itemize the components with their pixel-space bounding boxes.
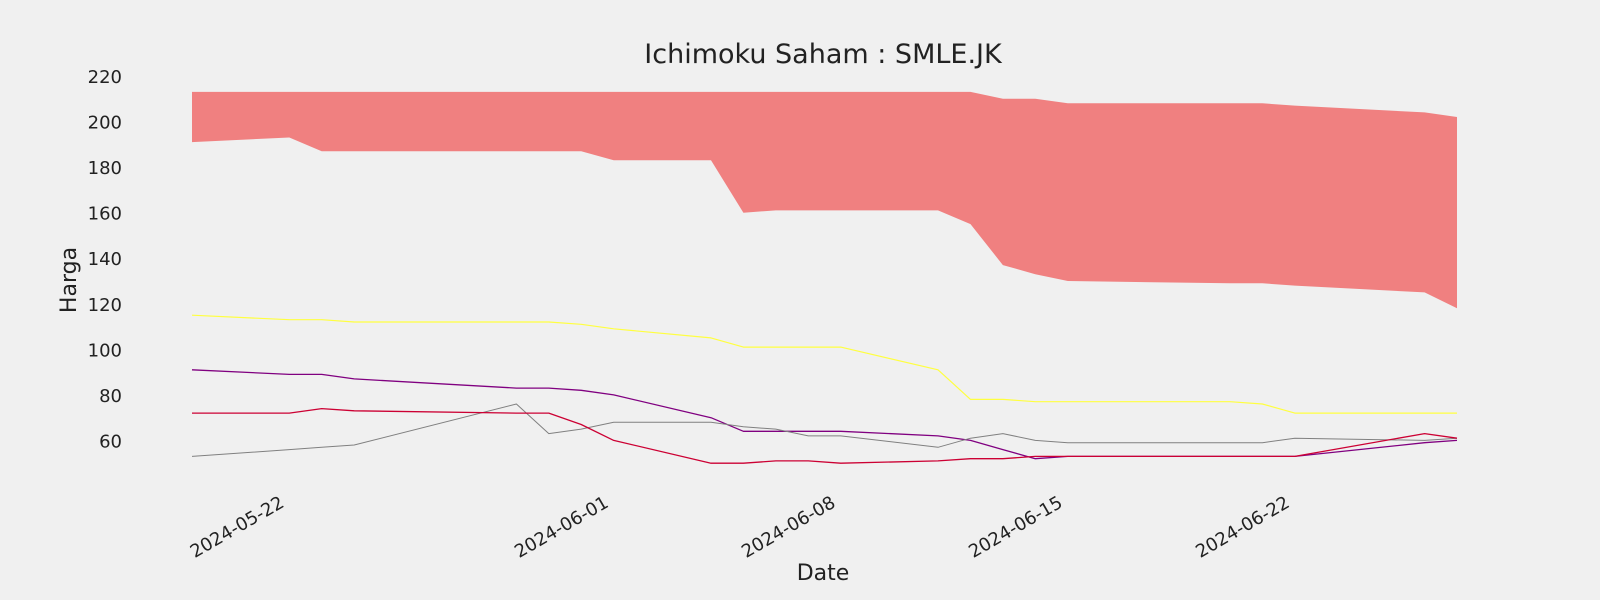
y-tick-layer: 60 80 100 120 140 160 180 200 220: [88, 67, 122, 452]
y-tick-label: 60: [99, 431, 122, 452]
y-tick-label: 200: [88, 113, 122, 134]
cloud-layer: [192, 91, 1457, 309]
y-tick-label: 140: [88, 249, 122, 270]
y-tick-label: 80: [99, 386, 122, 407]
y-tick-label: 160: [88, 204, 122, 225]
x-tick-label: 2024-06-08: [738, 492, 839, 562]
y-axis-label: Harga: [57, 247, 82, 313]
x-tick-layer: 2024-05-22 2024-06-01 2024-06-08 2024-06-15…: [187, 492, 1294, 562]
y-tick-label: 180: [88, 158, 122, 179]
y-tick-label: 220: [88, 67, 122, 88]
series-line-1: [191, 314, 1457, 414]
y-tick-label: 120: [88, 295, 122, 316]
x-tick-label: 2024-06-15: [965, 492, 1066, 562]
series-layer: [191, 314, 1458, 464]
series-line-4: [192, 407, 1458, 464]
series-line-3: [191, 403, 1458, 457]
series-line-2: [191, 369, 1458, 460]
x-axis-label: Date: [797, 561, 850, 586]
x-tick-label: 2024-05-22: [187, 492, 288, 562]
y-tick-label: 100: [88, 340, 122, 361]
x-tick-label: 2024-06-01: [511, 492, 612, 562]
ichimoku-cloud: [192, 91, 1457, 309]
x-tick-label: 2024-06-22: [1192, 492, 1293, 562]
chart-title: Ichimoku Saham : SMLE.JK: [644, 39, 1003, 70]
